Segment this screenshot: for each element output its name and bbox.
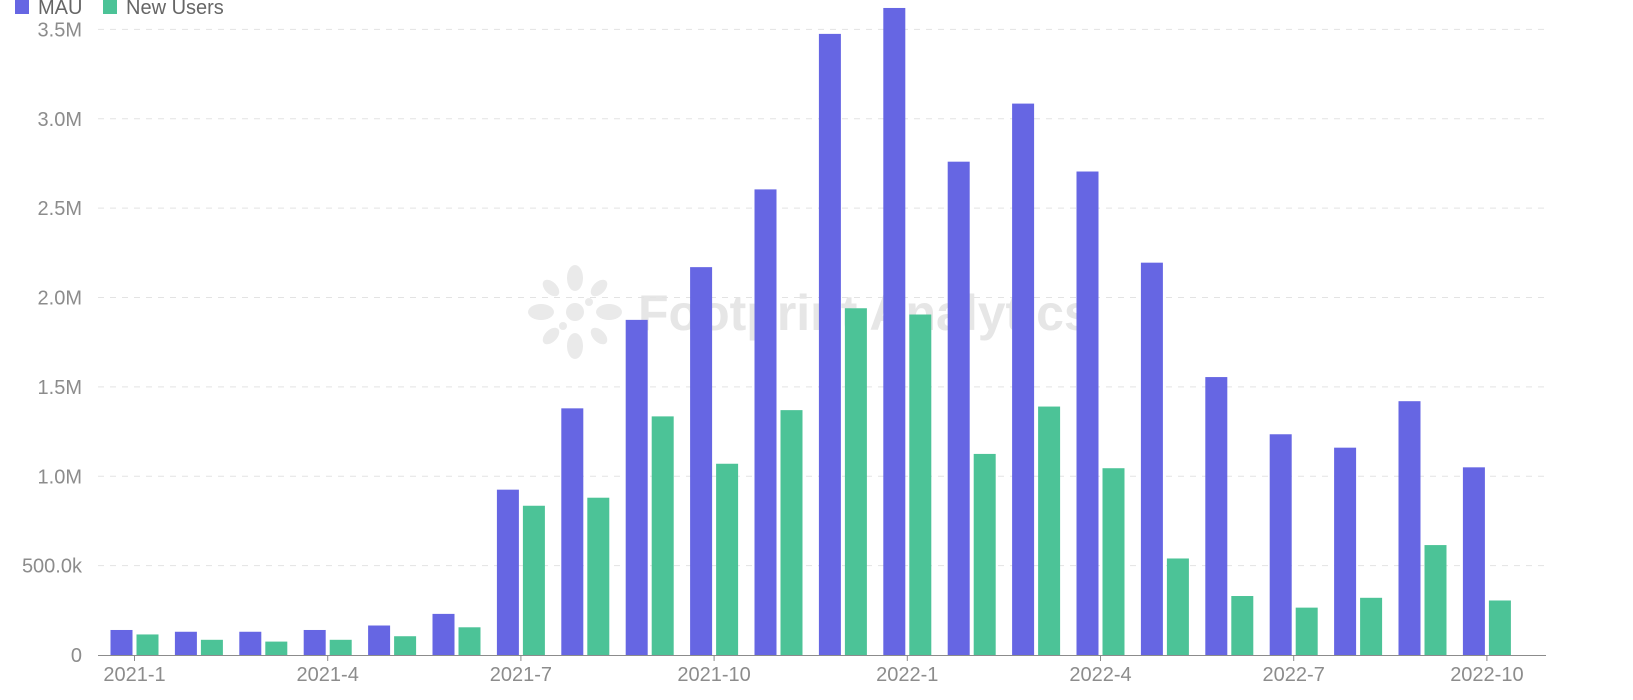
bar-mau-2021-10[interactable] xyxy=(690,267,713,655)
footprint-logo-icon xyxy=(528,265,622,359)
y-tick-label: 3.0M xyxy=(38,109,82,131)
bar-mau-2021-3[interactable] xyxy=(239,631,262,655)
bar-mau-2021-7[interactable] xyxy=(496,489,519,655)
x-tick-label: 2021-1 xyxy=(103,664,165,686)
bar-new-users-2021-9[interactable] xyxy=(651,416,674,655)
bar-new-users-2021-3[interactable] xyxy=(265,641,288,655)
bar-mau-2022-6[interactable] xyxy=(1205,377,1228,655)
bar-mau-2021-4[interactable] xyxy=(303,629,326,655)
bar-mau-2022-3[interactable] xyxy=(1012,103,1035,655)
legend-label-new-users: New Users xyxy=(126,0,224,19)
y-axis-tick-labels: 0 500.0k 1.0M 1.5M 2.0M 2.5M 3.0M 3.5M xyxy=(22,19,83,667)
legend-swatch-new-users xyxy=(103,0,117,14)
bar-new-users-2021-7[interactable] xyxy=(522,505,545,655)
bar-mau-2021-8[interactable] xyxy=(561,408,584,655)
y-tick-label: 2.0M xyxy=(38,288,82,310)
y-tick-label: 1.5M xyxy=(38,377,82,399)
bar-new-users-2021-5[interactable] xyxy=(394,636,417,655)
bars xyxy=(110,7,1511,656)
bar-new-users-2022-2[interactable] xyxy=(973,453,996,655)
bar-new-users-2021-2[interactable] xyxy=(200,639,223,655)
bar-new-users-2021-8[interactable] xyxy=(587,497,610,655)
y-tick-label: 0 xyxy=(71,645,82,667)
bar-new-users-2021-11[interactable] xyxy=(780,410,803,655)
bar-new-users-2022-4[interactable] xyxy=(1102,468,1125,655)
y-tick-label: 500.0k xyxy=(22,556,83,578)
bar-mau-2021-12[interactable] xyxy=(818,33,841,656)
bar-new-users-2022-9[interactable] xyxy=(1424,545,1447,655)
bar-mau-2021-5[interactable] xyxy=(368,625,391,655)
bar-mau-2022-5[interactable] xyxy=(1140,262,1163,655)
legend-label-mau: MAU xyxy=(38,0,82,19)
bar-new-users-2022-1[interactable] xyxy=(909,314,932,655)
bar-new-users-2021-4[interactable] xyxy=(329,639,352,655)
bar-mau-2022-1[interactable] xyxy=(883,7,906,655)
bar-mau-2021-2[interactable] xyxy=(174,631,197,655)
bar-new-users-2022-6[interactable] xyxy=(1231,596,1254,655)
bar-new-users-2022-5[interactable] xyxy=(1166,558,1189,655)
y-tick-label: 1.0M xyxy=(38,466,82,488)
bar-mau-2022-8[interactable] xyxy=(1334,447,1357,655)
bar-mau-2021-6[interactable] xyxy=(432,613,455,655)
bar-new-users-2021-6[interactable] xyxy=(458,627,481,655)
x-tick-label: 2021-4 xyxy=(297,664,359,686)
y-tick-label: 3.5M xyxy=(38,19,82,41)
bar-mau-2022-10[interactable] xyxy=(1462,467,1485,655)
bar-mau-2022-7[interactable] xyxy=(1269,434,1292,655)
x-tick-label: 2021-10 xyxy=(677,664,750,686)
bar-mau-2021-1[interactable] xyxy=(110,629,133,655)
legend-item-new-users[interactable]: New Users xyxy=(103,0,224,19)
watermark: Footprint Analytics xyxy=(528,265,1092,359)
bar-mau-2021-9[interactable] xyxy=(625,319,648,655)
bar-new-users-2022-3[interactable] xyxy=(1038,406,1061,655)
y-tick-label: 2.5M xyxy=(38,198,82,220)
bar-mau-2022-4[interactable] xyxy=(1076,171,1099,655)
bar-new-users-2021-12[interactable] xyxy=(844,308,867,655)
legend: MAU New Users xyxy=(15,0,224,19)
bar-new-users-2022-8[interactable] xyxy=(1360,597,1383,655)
x-tick-label: 2022-10 xyxy=(1450,664,1523,686)
legend-swatch-mau xyxy=(15,0,29,14)
bar-new-users-2021-10[interactable] xyxy=(716,463,739,655)
bar-mau-2021-11[interactable] xyxy=(754,189,777,655)
x-tick-label: 2022-4 xyxy=(1069,664,1131,686)
bar-mau-2022-2[interactable] xyxy=(947,161,970,655)
x-tick-label: 2021-7 xyxy=(490,664,552,686)
x-tick-label: 2022-7 xyxy=(1263,664,1325,686)
bar-new-users-2021-1[interactable] xyxy=(136,634,159,655)
bar-new-users-2022-7[interactable] xyxy=(1295,607,1318,655)
x-tick-label: 2022-1 xyxy=(876,664,938,686)
bar-new-users-2022-10[interactable] xyxy=(1488,600,1511,655)
x-axis-tick-labels: 2021-1 2021-4 2021-7 2021-10 2022-1 2022-4 202… xyxy=(103,655,1524,686)
legend-item-mau[interactable]: MAU xyxy=(15,0,82,19)
bar-mau-2022-9[interactable] xyxy=(1398,401,1421,655)
